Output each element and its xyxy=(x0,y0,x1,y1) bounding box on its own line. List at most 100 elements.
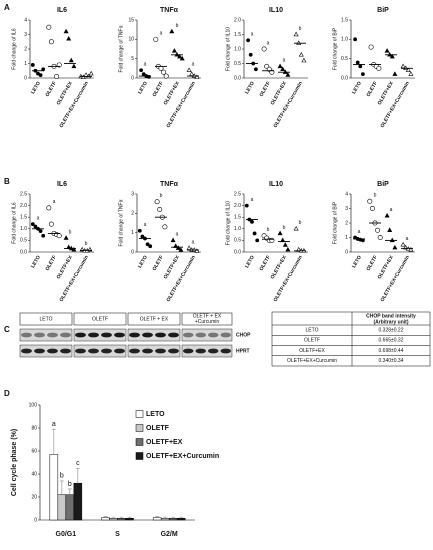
y-tick-label: 0 xyxy=(34,517,37,523)
data-point xyxy=(392,244,398,250)
data-point xyxy=(153,36,159,42)
data-point xyxy=(355,60,360,65)
band xyxy=(168,348,179,354)
x-tick-label: LETO xyxy=(351,255,363,270)
y-tick-label: 2.5 xyxy=(234,191,241,197)
legend-swatch xyxy=(135,438,144,446)
data-point xyxy=(353,37,358,42)
blot-strip xyxy=(127,344,181,358)
data-point xyxy=(384,212,390,218)
band xyxy=(155,348,166,354)
significance-letter: a xyxy=(52,421,56,428)
table-cell: LETO xyxy=(306,327,319,333)
blot-group-box xyxy=(127,312,181,326)
y-tick-label: 1 xyxy=(24,61,27,67)
table-border xyxy=(271,311,431,367)
blot-group-label: LETO xyxy=(40,316,53,322)
y-axis-label: Fold change of TNFα xyxy=(118,25,124,72)
data-point xyxy=(400,241,406,247)
data-point xyxy=(154,199,160,205)
y-tick-label: 2.5 xyxy=(20,191,27,197)
y-tick-label: 1.5 xyxy=(234,215,241,221)
data-point xyxy=(285,72,291,77)
error-bar xyxy=(75,467,80,484)
data-point xyxy=(252,231,257,236)
panel-label: C xyxy=(4,325,10,334)
x-tick-label: OLETF xyxy=(365,81,378,98)
significance-letter: b xyxy=(267,227,270,233)
data-point xyxy=(293,225,299,231)
data-point xyxy=(405,67,411,72)
band xyxy=(142,348,153,354)
blot-strip xyxy=(181,344,233,358)
legend-swatch xyxy=(135,424,144,432)
data-point xyxy=(194,248,200,253)
error-bar xyxy=(163,516,168,519)
y-tick-label: 1.5 xyxy=(341,17,348,23)
data-point xyxy=(38,229,43,234)
data-point xyxy=(360,72,365,77)
significance-letter: b xyxy=(160,193,163,199)
data-point xyxy=(145,242,150,247)
band xyxy=(47,332,58,338)
chart-title: BiP xyxy=(377,7,389,14)
x-tick-label: LETO xyxy=(244,81,256,96)
chart-title: BiP xyxy=(377,181,389,188)
bar xyxy=(57,494,67,521)
y-axis-label: Fold change of IL10 xyxy=(225,27,231,71)
data-point xyxy=(246,38,251,43)
blot-strip xyxy=(73,328,127,342)
x-tick-label: OLETF+EX+Curcumin xyxy=(380,255,411,303)
bar xyxy=(117,518,126,521)
data-point xyxy=(63,28,69,34)
y-tick-label: 0.0 xyxy=(234,249,241,255)
data-point xyxy=(250,219,254,224)
y-tick-label: 2 xyxy=(131,211,134,217)
x-tick-label: G2/M xyxy=(161,531,178,538)
blot-group-box xyxy=(181,312,233,326)
data-point xyxy=(244,203,249,208)
y-axis-label: Fold change of BiP xyxy=(332,201,338,244)
data-point xyxy=(392,71,398,76)
significance-letter: b xyxy=(69,229,72,235)
x-tick-label: OLETF xyxy=(258,81,271,98)
data-point xyxy=(282,242,288,247)
data-point xyxy=(175,245,181,250)
bar xyxy=(73,482,83,521)
x-tick-label: OLETF+EX+Curcumin xyxy=(59,81,90,129)
table-cell: OLETF+EX+Curcumin xyxy=(287,358,337,364)
band xyxy=(208,348,219,354)
data-point xyxy=(46,24,52,30)
blot-strip xyxy=(181,328,233,342)
band xyxy=(114,348,125,354)
band xyxy=(155,332,166,338)
data-point xyxy=(33,224,38,229)
significance-letter: a xyxy=(37,215,40,221)
significance-letter: b xyxy=(374,193,377,199)
band xyxy=(168,332,179,338)
y-tick-label: 1.0 xyxy=(341,37,348,43)
data-point xyxy=(179,55,185,61)
data-point xyxy=(48,221,54,227)
x-tick-label: OLETF xyxy=(258,255,271,272)
data-point xyxy=(376,65,382,71)
y-tick-label: 2 xyxy=(24,46,27,52)
band xyxy=(60,332,71,338)
data-point xyxy=(161,69,167,75)
y-tick-label: 20 xyxy=(31,494,37,500)
table-cell: OLETF+EX xyxy=(299,348,325,354)
x-tick-label: OLETF xyxy=(365,255,378,272)
data-point xyxy=(68,57,74,63)
blot-group-box xyxy=(19,312,73,326)
significance-letter: a xyxy=(406,236,409,242)
data-point xyxy=(30,222,35,227)
x-tick-label: LETO xyxy=(244,255,256,270)
data-point xyxy=(408,247,414,252)
x-tick-label: OLETF+EX+Curcumin xyxy=(166,255,197,303)
data-point xyxy=(148,244,153,249)
blot-row-label: CHOP xyxy=(236,332,251,338)
data-point xyxy=(171,48,177,53)
significance-letter: b xyxy=(85,241,88,247)
significance-letter: b xyxy=(299,220,302,226)
y-tick-label: 15 xyxy=(128,17,134,23)
